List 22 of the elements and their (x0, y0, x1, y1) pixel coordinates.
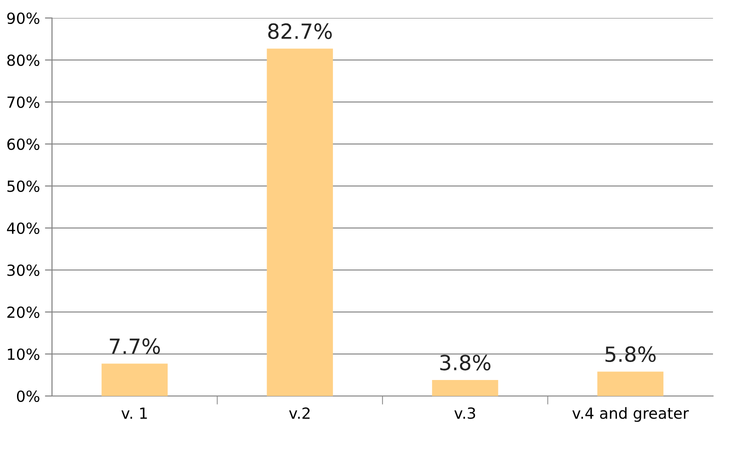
bar (597, 372, 664, 396)
y-tick-label: 80% (7, 54, 40, 66)
data-label: 5.8% (606, 346, 656, 362)
y-tick-label: 70% (7, 96, 40, 108)
y-tick-label: 40% (6, 222, 40, 234)
y-tick-label: 20% (7, 306, 40, 318)
x-tick-label: v.4 and greater (572, 407, 689, 422)
y-tick-label: 60% (7, 138, 40, 150)
data-label: 82.7% (268, 23, 332, 40)
data-label: 3.8% (440, 354, 490, 370)
y-tick-label: 50% (7, 180, 40, 192)
data-label: 7.7% (110, 338, 160, 354)
bar (266, 48, 333, 396)
y-tick-label: 30% (7, 264, 40, 276)
x-tick-label: v.3 (454, 407, 476, 419)
y-tick-label: 10% (8, 348, 40, 360)
y-tick-label: 0% (16, 390, 40, 402)
x-tick-label: v. 1 (121, 408, 147, 419)
bar (432, 380, 498, 396)
bar (102, 364, 168, 396)
x-tick-label: v.2 (289, 407, 310, 419)
y-tick-label: 90% (7, 12, 40, 24)
